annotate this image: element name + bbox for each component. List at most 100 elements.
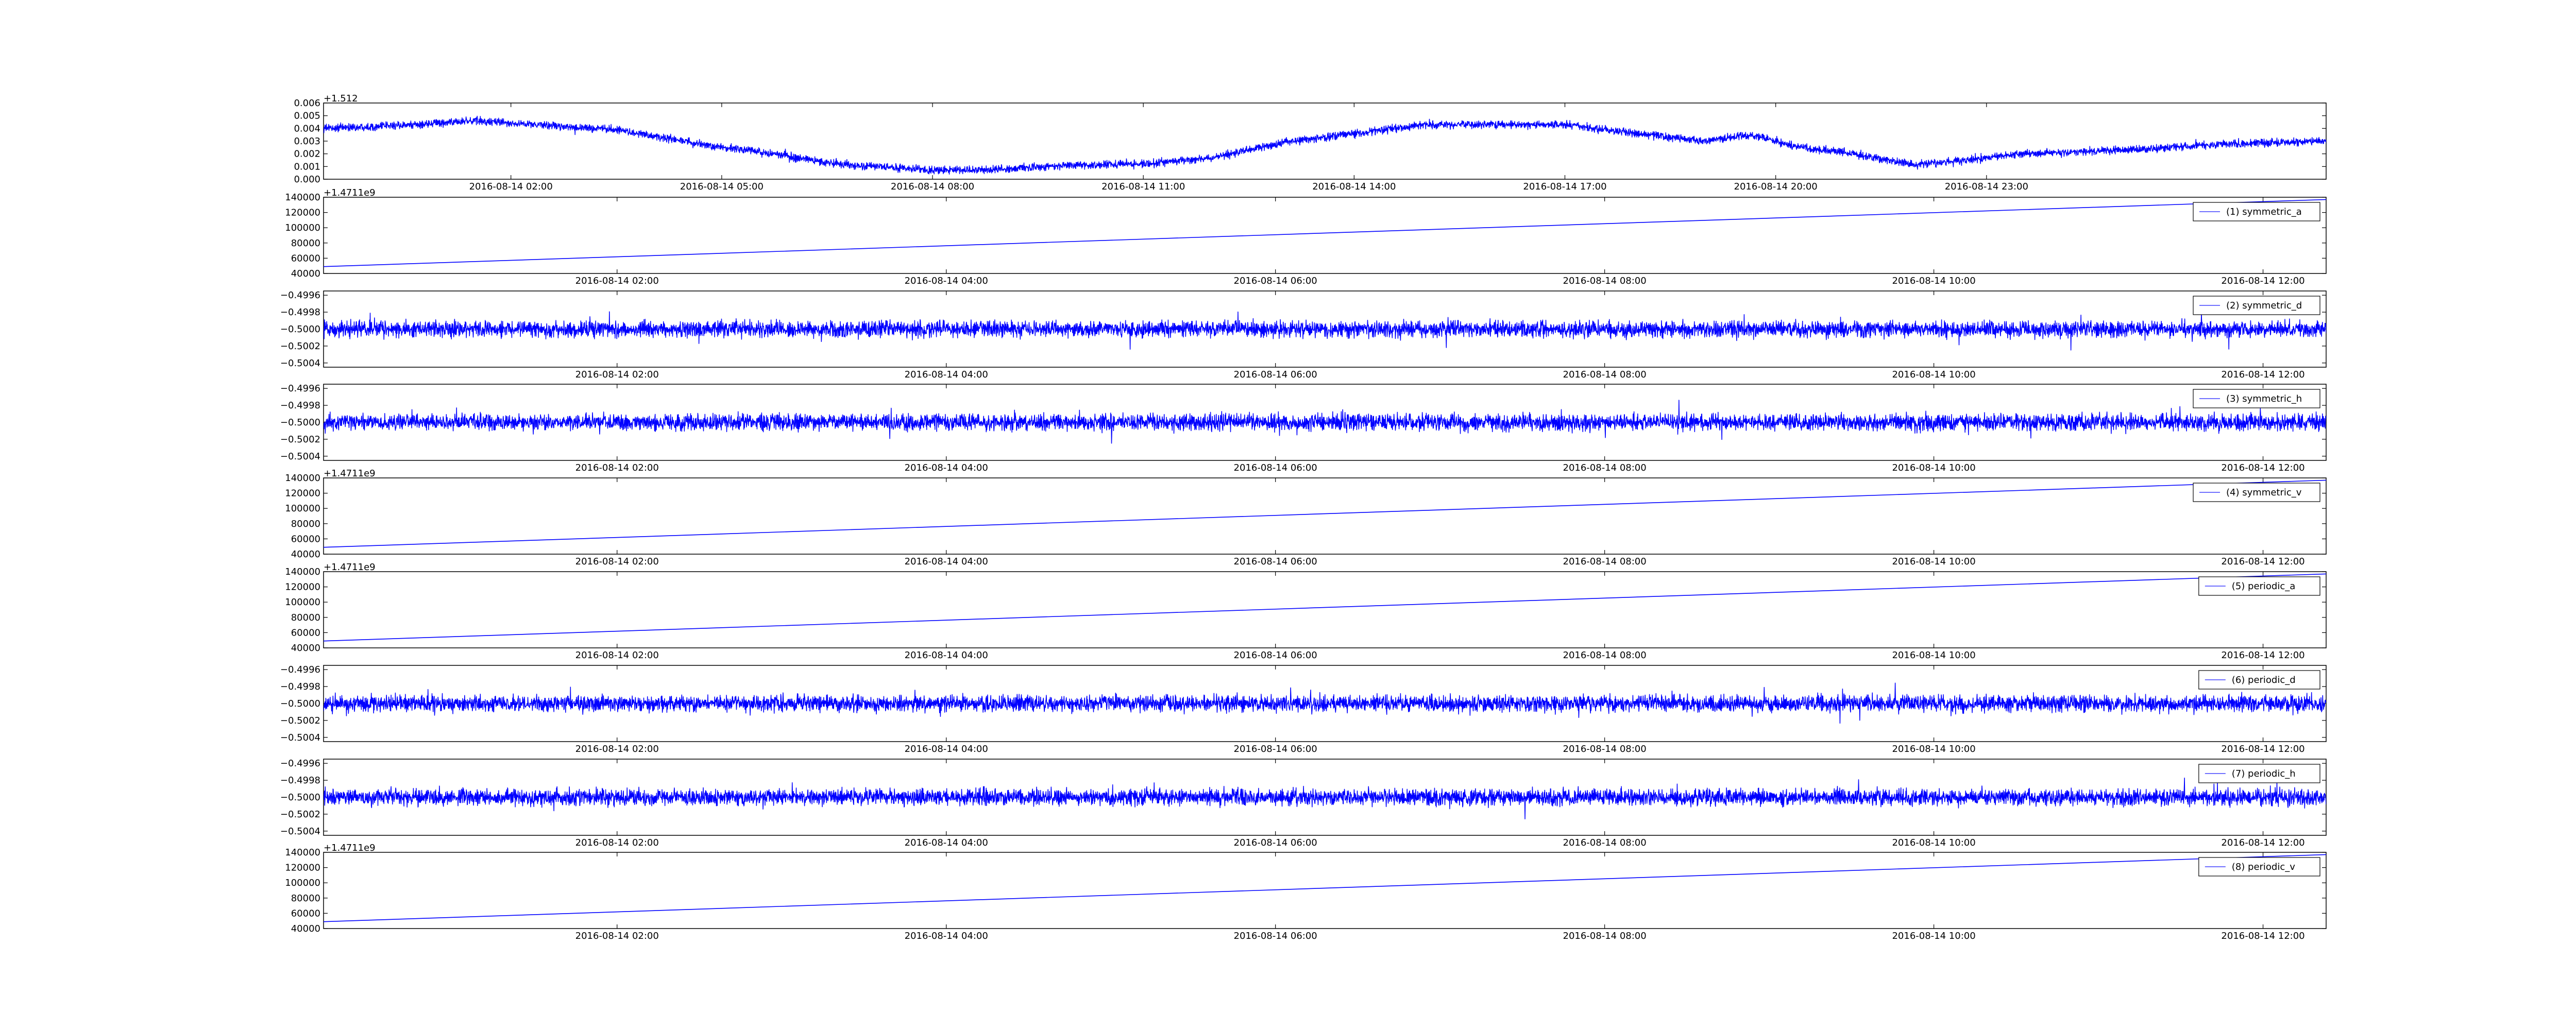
y-tick-label: −0.4998	[280, 681, 320, 692]
y-tick-label: 120000	[285, 488, 320, 499]
x-tick-label: 2016-08-14 10:00	[1892, 931, 1975, 941]
series-line	[324, 573, 2326, 642]
series-group	[324, 777, 2326, 820]
series-group	[324, 479, 2326, 548]
x-tick-label: 2016-08-14 08:00	[1563, 462, 1647, 473]
x-tick-label: 2016-08-14 10:00	[1892, 744, 1975, 754]
x-tick-label: 2016-08-14 02:00	[575, 556, 659, 567]
series-group	[324, 115, 2326, 175]
x-tick-label: 2016-08-14 02:00	[575, 931, 659, 941]
x-tick-label: 2016-08-14 04:00	[905, 462, 988, 473]
series-group	[324, 311, 2326, 351]
y-tick-label: −0.5002	[280, 809, 320, 820]
series-group	[324, 682, 2326, 724]
series-line	[324, 311, 2326, 351]
x-tick-label: 2016-08-14 12:00	[2221, 276, 2304, 286]
y-tick-label: −0.5002	[280, 715, 320, 726]
y-tick-label: 100000	[285, 597, 320, 608]
x-tick-label: 2016-08-14 04:00	[905, 369, 988, 380]
series-line	[324, 115, 2326, 175]
x-tick-label: 2016-08-14 04:00	[905, 744, 988, 754]
plot-frame	[323, 852, 2327, 929]
series-line	[324, 777, 2326, 820]
x-tick-label: 2016-08-14 10:00	[1892, 369, 1975, 380]
panel-7: −0.5004 −0.5002 −0.5000 −0.4998 −0.4996 2016-…	[280, 664, 2327, 754]
x-tick-label: 2016-08-14 02:00	[575, 276, 659, 286]
y-tick-label: 140000	[285, 192, 320, 203]
x-tick-label: 2016-08-14 20:00	[1734, 181, 1818, 192]
x-tick-label: 2016-08-14 02:00	[575, 369, 659, 380]
panel-5: 40000 60000 80000 100000 120000 140000 2016-08…	[285, 468, 2327, 567]
x-tick-label: 2016-08-14 12:00	[2221, 556, 2304, 567]
x-tick-label: 2016-08-14 06:00	[1234, 837, 1317, 848]
plot-frame	[323, 197, 2327, 274]
x-tick-label: 2016-08-14 10:00	[1892, 462, 1975, 473]
x-tick-label: 2016-08-14 02:00	[575, 744, 659, 754]
y-tick-label: 120000	[285, 208, 320, 218]
y-tick-label: −0.5004	[280, 732, 320, 743]
series-group	[324, 199, 2326, 267]
y-tick-label: 60000	[291, 627, 320, 638]
y-tick-label: 80000	[291, 612, 320, 623]
offset-label: +1.4711e9	[324, 562, 376, 573]
y-tick-label: 40000	[291, 643, 320, 654]
legend: (7) periodic_h	[2198, 764, 2320, 783]
offset-label: +1.4711e9	[324, 468, 376, 479]
x-tick-label: 2016-08-14 12:00	[2221, 462, 2304, 473]
panel-9: 40000 60000 80000 100000 120000 140000 2016-08…	[285, 843, 2327, 941]
y-tick-label: 0.003	[294, 136, 320, 147]
legend-label: (7) periodic_h	[2232, 768, 2296, 779]
x-tick-label: 2016-08-14 08:00	[1563, 369, 1647, 380]
y-tick-label: 60000	[291, 253, 320, 264]
y-tick-label: −0.4996	[280, 383, 320, 394]
y-tick-label: −0.5004	[280, 451, 320, 462]
legend: (3) symmetric_h	[2193, 389, 2320, 408]
x-tick-label: 2016-08-14 23:00	[1945, 181, 2028, 192]
y-tick-label: 0.004	[294, 123, 320, 134]
y-tick-label: −0.5000	[280, 698, 320, 709]
x-tick-label: 2016-08-14 04:00	[905, 650, 988, 661]
y-tick-label: −0.5002	[280, 341, 320, 352]
legend: (5) periodic_a	[2198, 576, 2320, 596]
y-tick-label: −0.4996	[280, 664, 320, 675]
y-tick-label: 120000	[285, 582, 320, 593]
legend-box	[2198, 576, 2320, 596]
legend-label: (6) periodic_d	[2232, 675, 2296, 685]
offset-label: +1.512	[324, 93, 358, 104]
x-tick-label: 2016-08-14 10:00	[1892, 556, 1975, 567]
legend-label: (4) symmetric_v	[2226, 487, 2302, 498]
series-line	[324, 199, 2326, 267]
y-tick-label: 40000	[291, 268, 320, 279]
legend: (2) symmetric_d	[2193, 296, 2320, 315]
x-tick-label: 2016-08-14 06:00	[1234, 931, 1317, 941]
legend: (6) periodic_d	[2198, 670, 2320, 690]
x-tick-label: 2016-08-14 04:00	[905, 556, 988, 567]
x-tick-label: 2016-08-14 08:00	[1563, 837, 1647, 848]
y-tick-label: 120000	[285, 863, 320, 873]
x-tick-label: 2016-08-14 05:00	[680, 181, 764, 192]
legend-label: (2) symmetric_d	[2226, 300, 2302, 311]
panel-8: −0.5004 −0.5002 −0.5000 −0.4998 −0.4996 2016-…	[280, 758, 2327, 848]
series-group	[324, 573, 2326, 642]
legend-label: (3) symmetric_h	[2226, 393, 2302, 404]
legend: (8) periodic_v	[2198, 857, 2320, 877]
x-tick-label: 2016-08-14 08:00	[1563, 744, 1647, 754]
x-tick-label: 2016-08-14 02:00	[575, 650, 659, 661]
x-tick-label: 2016-08-14 06:00	[1234, 556, 1317, 567]
series-line	[324, 479, 2326, 548]
x-tick-label: 2016-08-14 10:00	[1892, 837, 1975, 848]
legend: (1) symmetric_a	[2193, 202, 2320, 221]
x-tick-label: 2016-08-14 04:00	[905, 276, 988, 286]
x-tick-label: 2016-08-14 14:00	[1312, 181, 1396, 192]
y-tick-label: −0.5000	[280, 417, 320, 428]
x-tick-label: 2016-08-14 02:00	[575, 462, 659, 473]
x-tick-label: 2016-08-14 12:00	[2221, 744, 2304, 754]
x-tick-label: 2016-08-14 11:00	[1101, 181, 1185, 192]
x-tick-label: 2016-08-14 17:00	[1523, 181, 1606, 192]
y-tick-label: −0.5002	[280, 434, 320, 445]
x-tick-label: 2016-08-14 12:00	[2221, 369, 2304, 380]
plot-frame	[323, 477, 2327, 555]
y-tick-label: 60000	[291, 908, 320, 919]
x-tick-label: 2016-08-14 02:00	[469, 181, 553, 192]
